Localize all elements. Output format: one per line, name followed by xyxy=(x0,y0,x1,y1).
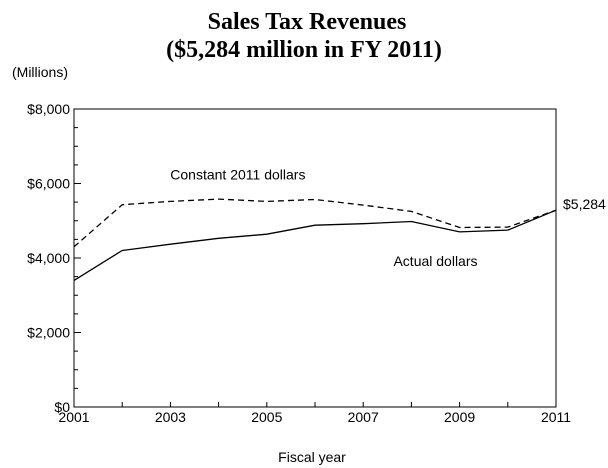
chart-title: Sales Tax Revenues xyxy=(208,9,407,35)
x-tick-label: 2001 xyxy=(58,409,89,425)
x-tick-label: 2005 xyxy=(251,409,282,425)
end-value-label: $5,284 xyxy=(563,196,606,212)
unit-label: (Millions) xyxy=(12,64,68,80)
series-line-constant-dollars xyxy=(73,198,557,248)
series-label: Actual dollars xyxy=(393,253,477,269)
axes: $0 $2,000 $4,000 $6,000 $8,000 2001 2003 2005 20… xyxy=(27,101,571,425)
series-layer xyxy=(73,198,557,281)
y-tick-label: $2,000 xyxy=(27,325,70,341)
x-tick-label: 2009 xyxy=(444,409,475,425)
label-layer: Constant 2011 dollars Actual dollars $5,28… xyxy=(170,167,606,270)
x-tick-label: 2003 xyxy=(155,409,186,425)
plot-frame xyxy=(73,108,557,408)
y-tick-label: $4,000 xyxy=(27,250,70,266)
x-axis-label: Fiscal year xyxy=(278,449,346,465)
y-tick-label: $6,000 xyxy=(27,176,70,192)
chart-subtitle: ($5,284 million in FY 2011) xyxy=(166,37,442,63)
x-tick-label: 2007 xyxy=(348,409,379,425)
series-label: Constant 2011 dollars xyxy=(170,167,305,183)
series-line-actual-dollars xyxy=(73,209,557,281)
y-tick-label: $0 xyxy=(54,399,70,415)
y-tick-label: $8,000 xyxy=(27,101,70,117)
x-tick-label: 2011 xyxy=(541,409,571,425)
